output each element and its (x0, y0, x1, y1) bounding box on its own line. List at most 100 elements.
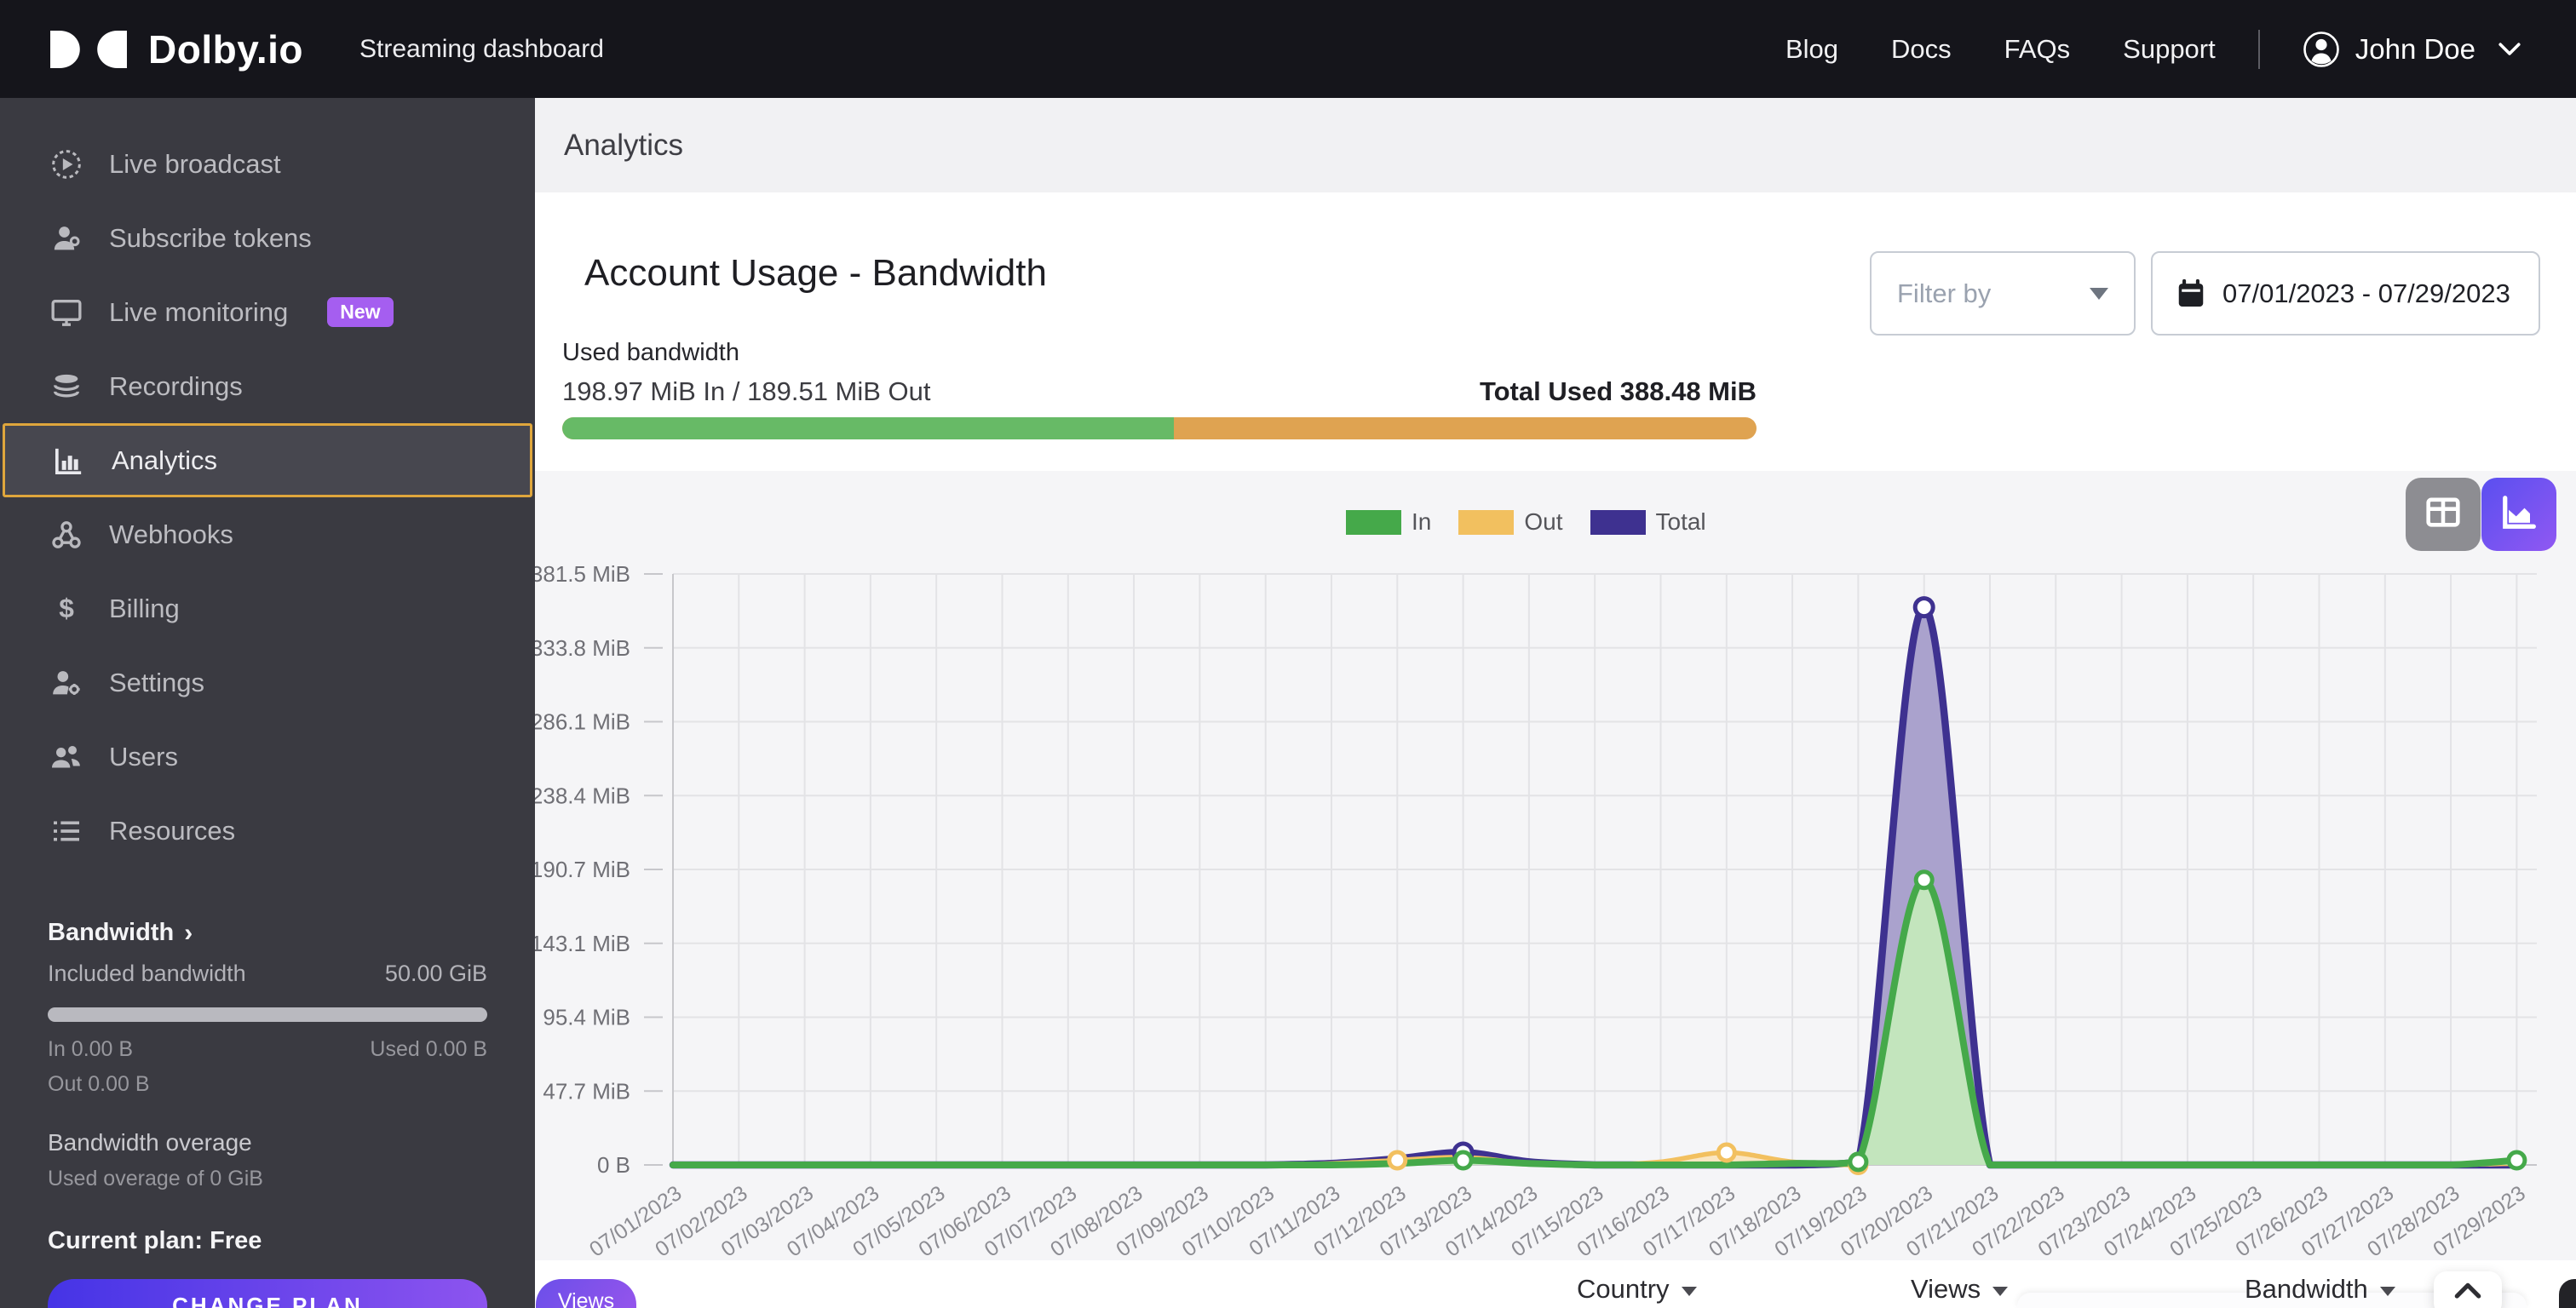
chevron-down-icon (2090, 287, 2108, 300)
bandwidth-chart-card: 0 B 47.7 MiB 95.4 MiB 143.1 MiB 190.7 MiB 238… (535, 471, 2576, 1260)
series-out-marker[interactable] (1716, 1142, 1737, 1163)
chat-widget-corner[interactable] (2559, 1279, 2576, 1308)
included-bandwidth-label: Included bandwidth (48, 961, 246, 986)
calendar-icon (2175, 277, 2207, 311)
series-in-marker[interactable] (1913, 869, 1935, 891)
legend-label: In (1412, 508, 1432, 535)
topbar-link-faqs[interactable]: FAQs (2004, 33, 2071, 64)
sidebar-item-label: Analytics (112, 445, 218, 475)
sidebar-item-resources[interactable]: Resources (0, 794, 535, 868)
sidebar-item-label: Users (109, 741, 178, 772)
legend-swatch-out (1458, 509, 1515, 535)
included-bandwidth-value: 50.00 GiB (384, 961, 487, 986)
sidebar-item-recordings[interactable]: Recordings (0, 349, 535, 423)
bandwidth-panel-title[interactable]: Bandwidth › (48, 918, 193, 947)
y-tick-label: 0 B (597, 1152, 630, 1178)
resources-icon (49, 814, 83, 848)
y-tick-label: 286.1 MiB (535, 709, 630, 735)
change-plan-button[interactable]: CHANGE PLAN (48, 1279, 487, 1308)
bandwidth-area-chart: 0 B 47.7 MiB 95.4 MiB 143.1 MiB 190.7 MiB 238… (535, 561, 2537, 1260)
scroll-to-top-button[interactable] (2434, 1271, 2502, 1308)
dropdown-views[interactable]: Views (1911, 1274, 2009, 1305)
chevron-down-icon (2498, 42, 2521, 56)
series-out-marker[interactable] (1387, 1150, 1408, 1171)
chevron-down-icon (2379, 1287, 2395, 1296)
sidebar: Live broadcast Subscribe tokens Live monit… (0, 98, 535, 1308)
y-tick-label: 143.1 MiB (535, 931, 630, 956)
legend-item-out: Out (1458, 508, 1563, 536)
sidebar-item-users[interactable]: Users (0, 720, 535, 794)
dropdown-label: Bandwidth (2245, 1274, 2368, 1304)
y-tick-label: 238.4 MiB (535, 783, 630, 808)
chevron-right-icon: › (184, 918, 193, 947)
sidebar-item-label: Billing (109, 593, 180, 623)
sidebar-item-webhooks[interactable]: Webhooks (0, 497, 535, 571)
legend-label: Total (1655, 508, 1706, 535)
filter-by-select[interactable]: Filter by (1870, 251, 2136, 336)
topbar-link-support[interactable]: Support (2123, 33, 2216, 64)
sidebar-nav: Live broadcast Subscribe tokens Live monit… (0, 98, 535, 868)
avatar-icon (2303, 31, 2340, 68)
sidebar-item-label: Webhooks (109, 519, 233, 549)
live-broadcast-icon (49, 147, 83, 181)
user-menu[interactable]: John Doe (2303, 31, 2521, 68)
date-range-picker[interactable]: 07/01/2023 - 07/29/2023 (2151, 251, 2540, 336)
chevron-down-icon (1992, 1287, 2009, 1296)
app-subtitle: Streaming dashboard (359, 34, 604, 63)
page-title: Account Usage - Bandwidth (584, 252, 1047, 294)
bandwidth-usage-panel: Bandwidth › Included bandwidth 50.00 GiB… (0, 881, 535, 1308)
recordings-icon (49, 370, 83, 404)
chart-gridlines (644, 573, 2537, 1166)
dropdown-bandwidth[interactable]: Bandwidth (2245, 1274, 2395, 1305)
area-chart-icon (2497, 490, 2541, 539)
table-view-button[interactable] (2406, 478, 2481, 551)
chart-view-button[interactable] (2481, 478, 2556, 551)
included-bandwidth-progressbar (48, 1007, 487, 1022)
sidebar-item-billing[interactable]: $ Billing (0, 571, 535, 645)
bandwidth-used-value: Used 0.00 B (370, 1037, 487, 1061)
sidebar-item-label: Settings (109, 667, 205, 697)
dropdown-label: Country (1577, 1274, 1670, 1304)
sidebar-item-live-broadcast[interactable]: Live broadcast (0, 127, 535, 201)
topbar-link-docs[interactable]: Docs (1891, 33, 1952, 64)
y-tick-label: 47.7 MiB (543, 1078, 630, 1104)
sidebar-item-label: Subscribe tokens (109, 222, 312, 253)
dolby-double-d-icon (48, 30, 129, 69)
sidebar-item-settings[interactable]: Settings (0, 645, 535, 720)
series-in-marker[interactable] (1848, 1151, 1869, 1173)
date-range-value: 07/01/2023 - 07/29/2023 (2222, 278, 2510, 308)
brand-name: Dolby.io (148, 26, 304, 72)
used-bandwidth-label: Used bandwidth (562, 339, 739, 366)
views-button[interactable]: Views (536, 1279, 636, 1308)
y-tick-label: 190.7 MiB (535, 857, 630, 882)
webhooks-icon (49, 518, 83, 552)
chevron-down-icon (1681, 1287, 1697, 1296)
dropdown-country[interactable]: Country (1577, 1274, 1697, 1305)
y-tick-label: 95.4 MiB (543, 1005, 630, 1030)
page-header: Analytics (535, 98, 2576, 192)
analytics-icon (52, 444, 86, 478)
bandwidth-overage-detail: Used overage of 0 GiB (48, 1167, 263, 1190)
legend-item-in: In (1346, 508, 1431, 536)
sidebar-item-subscribe-tokens[interactable]: Subscribe tokens (0, 201, 535, 275)
total-used-value: Total Used 388.48 MiB (1479, 376, 1757, 406)
series-in-marker[interactable] (1452, 1150, 1474, 1171)
series-in-line (670, 876, 2521, 1168)
sidebar-item-live-monitoring[interactable]: Live monitoring New (0, 275, 535, 349)
table-view-icon (2421, 490, 2465, 539)
dropdown-label: Views (1911, 1274, 1981, 1304)
current-plan-label: Current plan: Free (48, 1227, 262, 1254)
bandwidth-overage-title: Bandwidth overage (48, 1129, 252, 1156)
used-bandwidth-line: 198.97 MiB In / 189.51 MiB Out Total Use… (562, 376, 1757, 407)
user-name: John Doe (2355, 32, 2475, 65)
series-in-marker[interactable] (2506, 1150, 2527, 1171)
settings-icon (49, 666, 83, 700)
users-icon (49, 740, 83, 774)
sidebar-item-label: Resources (109, 815, 236, 846)
dolby-logo[interactable]: Dolby.io (48, 26, 303, 72)
sidebar-item-analytics[interactable]: Analytics (3, 423, 532, 497)
series-total-marker[interactable] (1912, 596, 1935, 619)
page-header-title: Analytics (564, 128, 684, 162)
topbar-link-blog[interactable]: Blog (1785, 33, 1838, 64)
